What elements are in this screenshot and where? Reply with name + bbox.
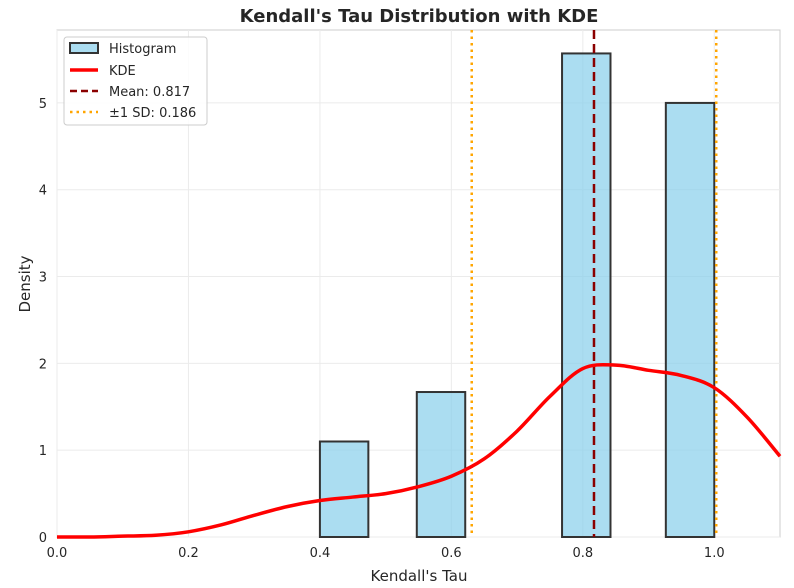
y-tick-label: 4 — [39, 184, 47, 199]
x-tick-label: 0.4 — [310, 546, 331, 561]
reference-lines — [470, 30, 718, 537]
legend-mean-label: Mean: 0.817 — [109, 85, 190, 100]
x-axis-ticks: 0.0 0.2 0.4 0.6 0.8 1.0 — [47, 546, 725, 561]
legend-sd-label: ±1 SD: 0.186 — [109, 106, 196, 121]
legend-histogram-label: Histogram — [109, 42, 176, 57]
kde-curve — [56, 362, 782, 539]
histogram-bar — [318, 440, 370, 538]
histogram-bar — [561, 52, 612, 539]
x-tick-label: 0.2 — [178, 546, 199, 561]
x-tick-label: 0.0 — [47, 546, 68, 561]
chart-title: Kendall's Tau Distribution with KDE — [240, 6, 599, 27]
y-tick-label: 0 — [39, 531, 47, 546]
histogram-bar — [415, 391, 467, 538]
x-tick-label: 1.0 — [704, 546, 725, 561]
legend: Histogram KDE Mean: 0.817 ±1 SD: 0.186 — [63, 36, 208, 126]
legend-histogram-swatch — [69, 42, 99, 54]
y-tick-label: 3 — [39, 271, 47, 286]
y-axis-label: Density — [16, 255, 34, 312]
y-tick-label: 2 — [39, 357, 47, 372]
histogram-bars — [318, 52, 716, 539]
legend-box — [63, 36, 208, 126]
y-tick-label: 5 — [39, 97, 47, 112]
x-axis-label: Kendall's Tau — [371, 567, 468, 584]
x-tick-label: 0.6 — [441, 546, 462, 561]
legend-kde-label: KDE — [109, 64, 136, 79]
x-tick-label: 0.8 — [572, 546, 593, 561]
y-axis-ticks: 0 1 2 3 4 5 — [39, 97, 47, 546]
histogram-bar — [664, 101, 716, 539]
y-tick-label: 1 — [39, 444, 47, 459]
